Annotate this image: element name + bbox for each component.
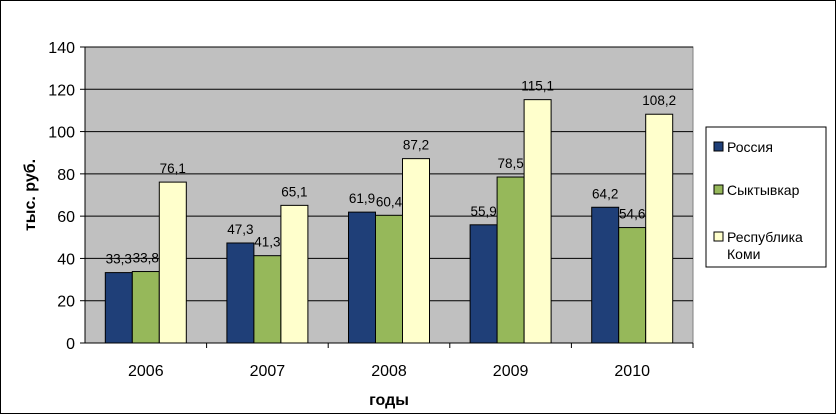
y-tick-label: 80: [57, 167, 75, 184]
data-label: 47,3: [227, 222, 253, 237]
x-tick-label: 2006: [128, 363, 164, 380]
y-tick-label: 140: [48, 40, 75, 57]
data-label: 41,3: [254, 235, 280, 250]
bar: [469, 224, 498, 344]
bar: [591, 206, 620, 344]
legend-swatch: [713, 231, 724, 242]
bar: [523, 99, 552, 344]
y-axis-title: тыс. руб.: [22, 159, 39, 231]
bar: [496, 176, 525, 344]
legend-label: Сыктывкар: [727, 182, 800, 198]
data-label: 55,9: [470, 204, 496, 219]
data-label: 54,6: [619, 207, 645, 222]
y-axis-ticks: 0 20 40 60 80 100 120 140: [48, 40, 693, 353]
data-label: 115,1: [521, 79, 554, 94]
data-label: 108,2: [642, 93, 676, 108]
legend-label: Республика: [727, 229, 803, 245]
data-label: 76,1: [160, 161, 186, 176]
data-label: 78,5: [497, 156, 523, 171]
data-label: 33,8: [133, 251, 159, 266]
bar: [375, 214, 403, 344]
bar: [158, 181, 187, 344]
bars: [104, 99, 674, 344]
bar: [402, 158, 430, 344]
x-axis-ticks: 2006 2007 2008 2009 2010: [128, 343, 694, 380]
data-label: 33,3: [106, 252, 132, 267]
bar: [226, 242, 255, 344]
y-tick-label: 120: [48, 82, 75, 99]
bar: [280, 204, 309, 344]
legend-swatch: [713, 184, 724, 195]
data-label: 61,9: [349, 191, 375, 206]
y-tick-label: 20: [57, 294, 75, 311]
x-tick-label: 2008: [371, 363, 407, 380]
x-tick-label: 2009: [493, 363, 529, 380]
y-tick-label: 100: [48, 125, 75, 142]
data-label: 65,1: [281, 184, 307, 199]
data-label: 60,4: [376, 194, 403, 209]
bar: [618, 227, 647, 344]
x-axis-title: годы: [369, 392, 409, 409]
legend-label: Россия: [727, 139, 773, 155]
legend-swatch: [713, 141, 724, 152]
legend-box: [705, 126, 827, 268]
bar: [253, 255, 282, 344]
data-label: 87,2: [403, 138, 429, 153]
legend-label: Коми: [727, 246, 760, 262]
data-labels: 33,3 33,8 76,1 47,341,3 65,1 61,9 60,4 87,2 55,9…: [106, 79, 676, 267]
data-label: 64,2: [592, 186, 618, 201]
y-tick-label: 40: [57, 251, 75, 268]
bar: [104, 272, 133, 344]
bar: [131, 271, 160, 344]
bar: [645, 113, 674, 344]
x-tick-label: 2010: [614, 363, 650, 380]
bar: [348, 211, 376, 344]
y-tick-label: 60: [57, 209, 75, 226]
x-tick-label: 2007: [250, 363, 286, 380]
y-tick-label: 0: [66, 336, 75, 353]
